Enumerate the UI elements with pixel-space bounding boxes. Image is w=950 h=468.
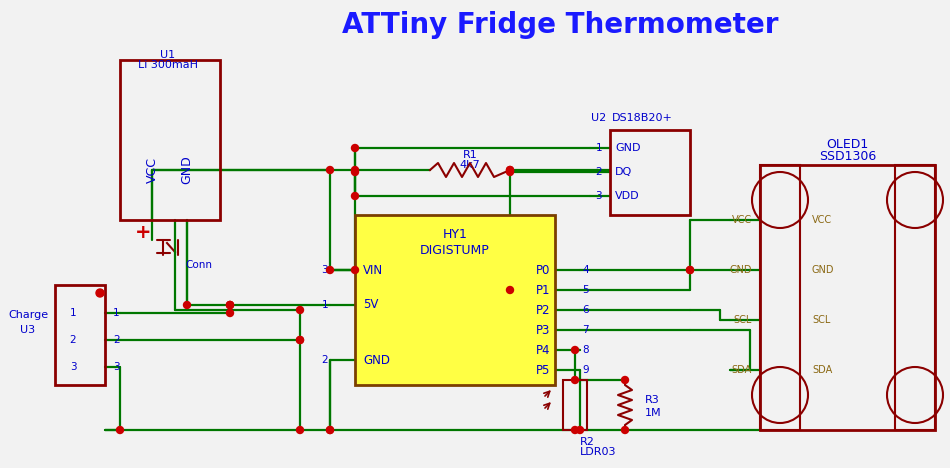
Circle shape <box>687 266 694 273</box>
Text: 1: 1 <box>321 300 328 310</box>
Circle shape <box>621 426 629 433</box>
Text: R1: R1 <box>463 150 477 160</box>
Text: R3: R3 <box>645 395 659 405</box>
Text: SSD1306: SSD1306 <box>819 151 876 163</box>
Bar <box>355 215 555 385</box>
Bar <box>760 165 935 430</box>
Text: 1M: 1M <box>645 408 661 418</box>
Text: 1: 1 <box>113 308 120 318</box>
Text: 5V: 5V <box>363 299 378 312</box>
Text: 7: 7 <box>582 325 589 335</box>
Text: 2: 2 <box>321 355 328 365</box>
Text: SDA: SDA <box>812 365 832 375</box>
Text: VCC: VCC <box>732 215 752 225</box>
Text: GND: GND <box>363 353 390 366</box>
Circle shape <box>572 346 579 353</box>
Circle shape <box>506 168 514 176</box>
Circle shape <box>296 336 303 344</box>
Text: P2: P2 <box>536 304 550 316</box>
Text: DIGISTUMP: DIGISTUMP <box>420 243 490 256</box>
Text: Charge: Charge <box>8 310 48 320</box>
Text: OLED1: OLED1 <box>826 139 868 152</box>
Text: 2: 2 <box>596 167 602 177</box>
Bar <box>563 380 587 430</box>
Circle shape <box>226 301 234 308</box>
Circle shape <box>327 426 333 433</box>
Text: R2: R2 <box>580 437 595 447</box>
Text: 1: 1 <box>596 143 602 153</box>
Text: P3: P3 <box>536 323 550 336</box>
Text: 3: 3 <box>69 362 76 372</box>
Text: SCL: SCL <box>733 315 752 325</box>
Text: Conn: Conn <box>185 260 212 270</box>
Text: 4k7: 4k7 <box>460 160 481 170</box>
Circle shape <box>506 167 514 174</box>
Text: ATTiny Fridge Thermometer: ATTiny Fridge Thermometer <box>342 11 778 39</box>
Text: VIN: VIN <box>363 263 383 277</box>
Text: 1: 1 <box>69 308 76 318</box>
Text: GND: GND <box>615 143 640 153</box>
Bar <box>760 165 800 430</box>
Text: U3: U3 <box>21 325 35 335</box>
Text: HY1: HY1 <box>443 228 467 241</box>
Text: DS18B20+: DS18B20+ <box>612 113 673 123</box>
Circle shape <box>296 336 303 344</box>
Text: 5: 5 <box>582 285 589 295</box>
Circle shape <box>226 301 234 308</box>
Bar <box>610 130 690 215</box>
Bar <box>55 285 105 385</box>
Circle shape <box>327 266 333 273</box>
Text: 3: 3 <box>596 191 602 201</box>
Text: Li 300maH: Li 300maH <box>138 60 198 70</box>
Text: GND: GND <box>730 265 752 275</box>
Text: VDD: VDD <box>615 191 639 201</box>
Text: P1: P1 <box>536 284 550 297</box>
Circle shape <box>183 301 191 308</box>
Circle shape <box>226 309 234 316</box>
Text: 2: 2 <box>69 335 76 345</box>
Text: P4: P4 <box>536 344 550 357</box>
Circle shape <box>117 426 124 433</box>
Circle shape <box>687 266 694 273</box>
Text: 3: 3 <box>321 265 328 275</box>
Text: GND: GND <box>812 265 834 275</box>
Text: DQ: DQ <box>615 167 633 177</box>
Circle shape <box>327 426 333 433</box>
Circle shape <box>352 266 358 273</box>
Text: LDR03: LDR03 <box>580 447 617 457</box>
Text: 6: 6 <box>582 305 589 315</box>
Text: 9: 9 <box>582 365 589 375</box>
Circle shape <box>226 301 234 308</box>
Circle shape <box>621 376 629 383</box>
Text: +: + <box>135 222 151 241</box>
Bar <box>120 60 220 220</box>
Text: 8: 8 <box>582 345 589 355</box>
Text: P5: P5 <box>536 364 550 376</box>
Circle shape <box>506 167 514 174</box>
Circle shape <box>296 307 303 314</box>
Circle shape <box>296 426 303 433</box>
Text: SCL: SCL <box>812 315 830 325</box>
Circle shape <box>352 167 358 174</box>
Text: P0: P0 <box>536 263 550 277</box>
Circle shape <box>506 286 514 293</box>
Circle shape <box>96 289 104 297</box>
Bar <box>895 165 935 430</box>
Text: GND: GND <box>180 156 194 184</box>
Text: VCC: VCC <box>812 215 832 225</box>
Text: 2: 2 <box>113 335 120 345</box>
Text: U2: U2 <box>591 113 606 123</box>
Circle shape <box>327 167 333 174</box>
Text: U1: U1 <box>161 50 176 60</box>
Circle shape <box>352 145 358 152</box>
Circle shape <box>352 192 358 199</box>
Circle shape <box>577 426 583 433</box>
Text: 4: 4 <box>582 265 589 275</box>
Circle shape <box>572 376 579 383</box>
Text: SDA: SDA <box>732 365 752 375</box>
Text: VCC: VCC <box>145 157 159 183</box>
Circle shape <box>352 168 358 176</box>
Circle shape <box>572 426 579 433</box>
Text: 3: 3 <box>113 362 120 372</box>
